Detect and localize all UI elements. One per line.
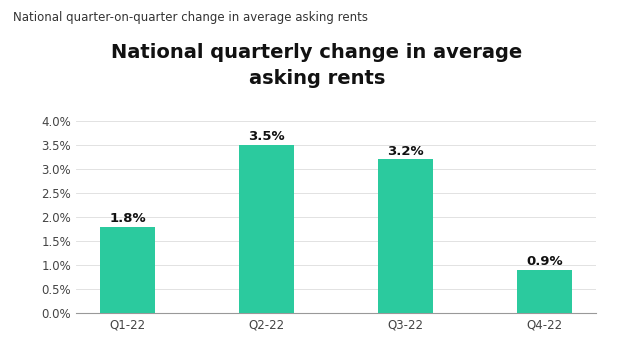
Bar [239, 145, 294, 313]
Text: 3.2%: 3.2% [387, 145, 424, 158]
Text: 1.8%: 1.8% [109, 212, 146, 225]
Text: National quarterly change in average
asking rents: National quarterly change in average ask… [112, 43, 522, 88]
Bar [378, 159, 433, 313]
Bar [517, 270, 573, 313]
Bar [100, 227, 155, 313]
Text: National quarter-on-quarter change in average asking rents: National quarter-on-quarter change in av… [13, 11, 368, 24]
Text: 3.5%: 3.5% [248, 130, 285, 143]
Text: 0.9%: 0.9% [526, 255, 563, 268]
